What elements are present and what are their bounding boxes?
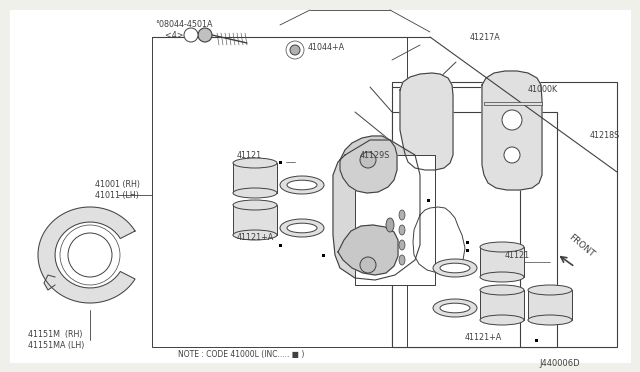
Ellipse shape bbox=[280, 219, 324, 237]
Text: 41218S: 41218S bbox=[590, 131, 620, 140]
Ellipse shape bbox=[528, 285, 572, 295]
Ellipse shape bbox=[528, 315, 572, 325]
Ellipse shape bbox=[233, 200, 277, 210]
Bar bbox=[233, 163, 277, 193]
Ellipse shape bbox=[399, 255, 405, 265]
Ellipse shape bbox=[287, 223, 317, 233]
Ellipse shape bbox=[233, 188, 277, 198]
Bar bbox=[480, 290, 524, 320]
Circle shape bbox=[198, 28, 212, 42]
Circle shape bbox=[504, 147, 520, 163]
Text: 41044+A: 41044+A bbox=[308, 44, 345, 52]
Bar bbox=[480, 247, 524, 277]
Text: 41129S: 41129S bbox=[360, 151, 390, 160]
Polygon shape bbox=[482, 71, 542, 190]
Ellipse shape bbox=[480, 272, 524, 282]
Bar bbox=[465, 248, 468, 251]
Circle shape bbox=[502, 110, 522, 130]
Text: J440006D: J440006D bbox=[540, 359, 580, 369]
Bar bbox=[392, 82, 617, 347]
Ellipse shape bbox=[399, 225, 405, 235]
Polygon shape bbox=[340, 136, 397, 193]
Bar bbox=[233, 205, 277, 235]
Polygon shape bbox=[413, 207, 465, 273]
Bar bbox=[534, 339, 538, 341]
Ellipse shape bbox=[399, 240, 405, 250]
Circle shape bbox=[360, 257, 376, 273]
Text: B: B bbox=[187, 32, 191, 38]
Polygon shape bbox=[338, 225, 398, 275]
Bar bbox=[484, 102, 542, 105]
Bar bbox=[278, 244, 282, 247]
Polygon shape bbox=[38, 207, 135, 303]
Text: 41121+A: 41121+A bbox=[237, 234, 275, 243]
Bar bbox=[360, 157, 364, 160]
Circle shape bbox=[360, 152, 376, 168]
Text: 41121: 41121 bbox=[237, 151, 262, 160]
Bar bbox=[392, 112, 557, 347]
Circle shape bbox=[184, 28, 198, 42]
Polygon shape bbox=[333, 140, 420, 280]
Bar bbox=[321, 253, 324, 257]
Ellipse shape bbox=[233, 230, 277, 240]
Text: °08044-4501A
    <4>: °08044-4501A <4> bbox=[155, 20, 212, 40]
Ellipse shape bbox=[440, 303, 470, 313]
Ellipse shape bbox=[287, 180, 317, 190]
Bar bbox=[278, 160, 282, 164]
Ellipse shape bbox=[480, 315, 524, 325]
Bar bbox=[528, 290, 572, 320]
Text: 41121+A: 41121+A bbox=[465, 334, 502, 343]
Text: 41001 (RH)
41011 (LH): 41001 (RH) 41011 (LH) bbox=[95, 180, 140, 200]
Circle shape bbox=[68, 233, 112, 277]
Ellipse shape bbox=[386, 218, 394, 232]
Circle shape bbox=[290, 45, 300, 55]
Text: 41151M  (RH)
41151MA (LH): 41151M (RH) 41151MA (LH) bbox=[28, 330, 84, 350]
Bar bbox=[152, 37, 407, 347]
Polygon shape bbox=[44, 275, 55, 290]
Ellipse shape bbox=[480, 285, 524, 295]
Text: NOTE : CODE 41000L (INC..... ■ ): NOTE : CODE 41000L (INC..... ■ ) bbox=[178, 350, 305, 359]
Ellipse shape bbox=[433, 259, 477, 277]
Bar bbox=[355, 155, 435, 285]
Text: 41217A: 41217A bbox=[470, 33, 500, 42]
Text: 41121: 41121 bbox=[505, 250, 530, 260]
Ellipse shape bbox=[440, 263, 470, 273]
Bar bbox=[465, 241, 468, 244]
Ellipse shape bbox=[480, 242, 524, 252]
Polygon shape bbox=[400, 73, 453, 170]
Ellipse shape bbox=[399, 210, 405, 220]
Ellipse shape bbox=[233, 158, 277, 168]
Bar bbox=[426, 199, 429, 202]
Ellipse shape bbox=[280, 176, 324, 194]
Text: FRONT: FRONT bbox=[567, 233, 596, 259]
Text: 41000K: 41000K bbox=[528, 86, 558, 94]
Ellipse shape bbox=[433, 299, 477, 317]
